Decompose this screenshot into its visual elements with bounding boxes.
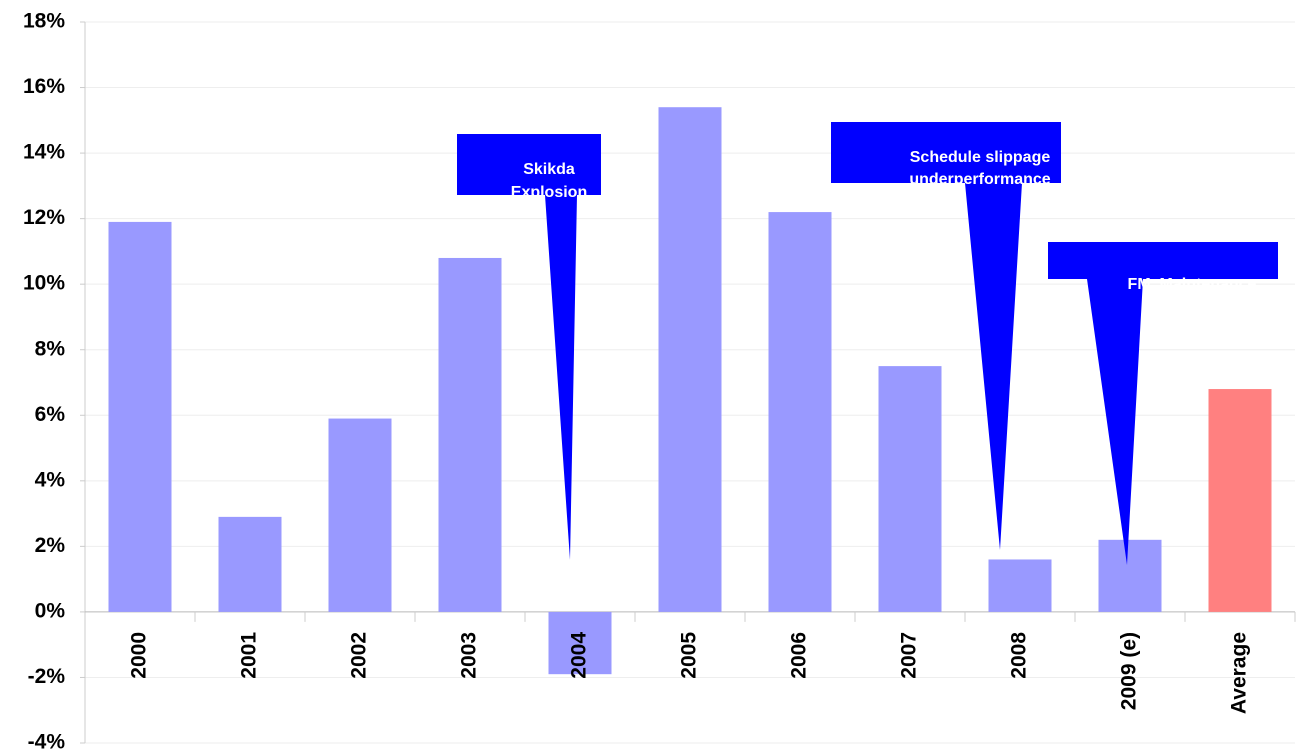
y-tick-label: 16%	[23, 75, 65, 98]
x-tick-label: Average	[1228, 632, 1251, 714]
bar	[218, 516, 282, 612]
bar	[768, 212, 832, 612]
y-tick-label: -2%	[28, 665, 66, 688]
y-tick-label: 0%	[35, 599, 66, 622]
callout-shape	[1048, 242, 1278, 565]
y-tick-label: 10%	[23, 272, 65, 295]
bar	[328, 418, 392, 612]
bar	[988, 559, 1052, 612]
bar	[878, 366, 942, 612]
bar	[658, 107, 722, 612]
x-tick-label: 2008	[1008, 632, 1031, 679]
y-tick-label: 14%	[23, 141, 65, 164]
x-tick-label: 2000	[128, 632, 151, 679]
y-tick-label: 6%	[35, 403, 66, 426]
annotation: Explosion	[511, 184, 587, 201]
bar	[1208, 389, 1272, 612]
annotation: Schedule slippage	[910, 149, 1051, 166]
x-tick-label: 2005	[678, 632, 701, 679]
bar	[1098, 539, 1162, 612]
x-tick-label: 2006	[788, 632, 811, 679]
callout-shape	[457, 134, 601, 560]
x-tick-label: 2003	[458, 632, 481, 679]
x-tick-label: 2009 (e)	[1118, 632, 1141, 710]
annotation: FM, Maintenance	[1128, 276, 1257, 293]
callout-shape	[831, 122, 1061, 550]
y-tick-label: 2%	[35, 534, 66, 557]
x-tick-label: 2004	[568, 632, 591, 679]
x-tick-label: 2002	[348, 632, 371, 679]
x-tick-label: 2001	[238, 632, 261, 679]
y-tick-label: 12%	[23, 206, 65, 229]
x-tick-label: 2007	[898, 632, 921, 679]
bar	[108, 221, 172, 612]
y-tick-label: 18%	[23, 10, 65, 33]
bar	[548, 611, 612, 675]
callout-texts: Skikda Explosion Schedule slippage under…	[511, 149, 1257, 293]
bar	[438, 257, 502, 612]
y-tick-label: -4%	[28, 731, 66, 754]
y-tick-label: 4%	[35, 468, 66, 491]
callouts	[457, 122, 1278, 565]
y-tick-label: 8%	[35, 337, 66, 360]
annotation: underperformance	[909, 171, 1050, 188]
annotation: Skikda	[523, 161, 575, 178]
